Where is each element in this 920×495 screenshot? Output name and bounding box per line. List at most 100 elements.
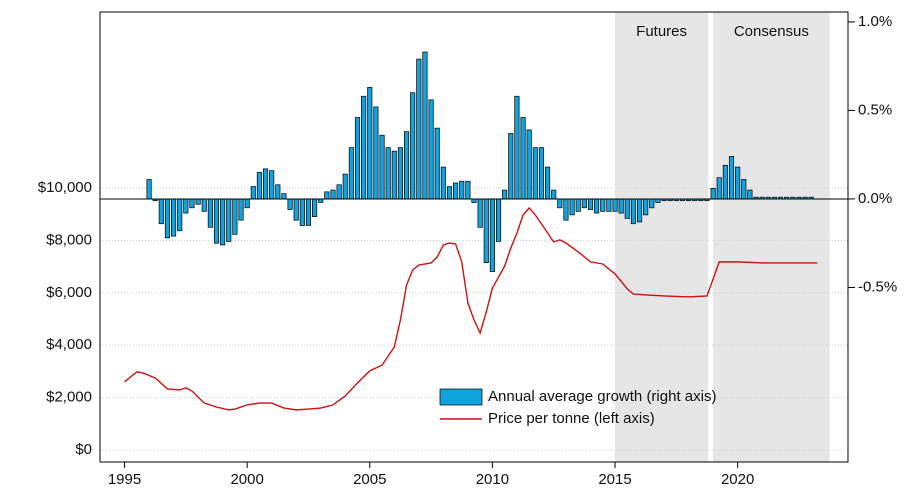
plot-frame [99, 11, 849, 463]
y-tick-label: $6,000 [46, 284, 92, 301]
bar [354, 117, 361, 200]
bar [606, 198, 612, 212]
bar [269, 170, 275, 200]
y-tick-label: $8,000 [46, 231, 92, 248]
bar [336, 184, 342, 200]
region-label: Consensus [734, 23, 809, 40]
bar [612, 198, 618, 212]
bar [655, 198, 661, 203]
bar [391, 150, 397, 200]
y2-tick-label: 0.5% [858, 101, 892, 118]
bar [747, 189, 753, 200]
y2-tick-label: -0.5% [858, 278, 897, 295]
bar [735, 166, 741, 200]
bar [213, 198, 220, 244]
y2-tick-label: 1.0% [858, 13, 892, 30]
bar [404, 131, 410, 200]
x-tick-label: 2005 [353, 471, 386, 488]
bar [630, 198, 636, 225]
bar [600, 198, 606, 212]
bar [471, 198, 477, 203]
x-tick-label: 2000 [230, 471, 263, 488]
bar [373, 106, 379, 200]
bar [722, 164, 728, 200]
bar [563, 198, 569, 221]
y-tick-label: $2,000 [46, 389, 92, 406]
bar [440, 166, 446, 200]
shaded-region [615, 12, 709, 462]
legend-label: Price per tonne (left axis) [488, 410, 655, 427]
bar [545, 166, 551, 200]
bar [477, 198, 483, 228]
bar [502, 189, 508, 200]
bar [312, 198, 318, 217]
bar [428, 99, 434, 200]
bar [379, 134, 385, 200]
bar [397, 147, 403, 200]
bar [741, 179, 747, 200]
bar [587, 198, 594, 210]
bar [281, 193, 287, 200]
bar [158, 198, 164, 225]
bar [551, 189, 557, 200]
bar [348, 147, 354, 200]
bar [232, 198, 238, 235]
bar [416, 58, 422, 200]
bar [238, 198, 244, 221]
bar [520, 117, 526, 200]
bar [575, 198, 581, 212]
bar [636, 198, 643, 223]
bar [189, 198, 195, 209]
bar [446, 186, 453, 200]
bar [244, 198, 250, 209]
bar [557, 198, 563, 209]
bar [643, 198, 649, 216]
bar [171, 198, 177, 237]
y-tick-label: $10,000 [38, 179, 92, 196]
bar [618, 198, 624, 214]
bar [361, 95, 367, 200]
bar [710, 187, 716, 200]
bar [183, 198, 189, 214]
bar [220, 198, 226, 246]
bar [201, 198, 207, 212]
bar [728, 156, 735, 200]
price-line [124, 206, 818, 411]
bar [330, 189, 336, 200]
bar [250, 186, 256, 200]
bar [489, 198, 495, 272]
bar [410, 92, 416, 200]
bar [538, 147, 544, 200]
y-tick-label: $4,000 [46, 336, 92, 353]
y-tick-label: $0 [75, 441, 92, 458]
bar [195, 198, 201, 205]
bar [256, 172, 262, 200]
bar [287, 198, 293, 210]
bar [453, 182, 459, 200]
bar [207, 198, 213, 228]
bar [434, 127, 440, 200]
x-tick-label: 1995 [108, 471, 141, 488]
bar [164, 198, 170, 239]
legend-swatch [439, 388, 483, 406]
bar [508, 133, 514, 200]
region-label: Futures [636, 23, 687, 40]
bar [367, 87, 373, 200]
bar [495, 198, 502, 242]
bar [569, 198, 575, 216]
bar [299, 198, 305, 226]
bar [526, 129, 532, 200]
bar [177, 198, 183, 232]
bar [514, 95, 520, 200]
bar [649, 198, 655, 209]
bar [594, 198, 600, 214]
bar [422, 51, 428, 200]
bar [262, 168, 269, 200]
bar [483, 198, 489, 264]
x-tick-label: 2010 [476, 471, 509, 488]
legend-label: Annual average growth (right axis) [488, 388, 716, 405]
bar [305, 198, 312, 226]
bar [324, 191, 330, 200]
